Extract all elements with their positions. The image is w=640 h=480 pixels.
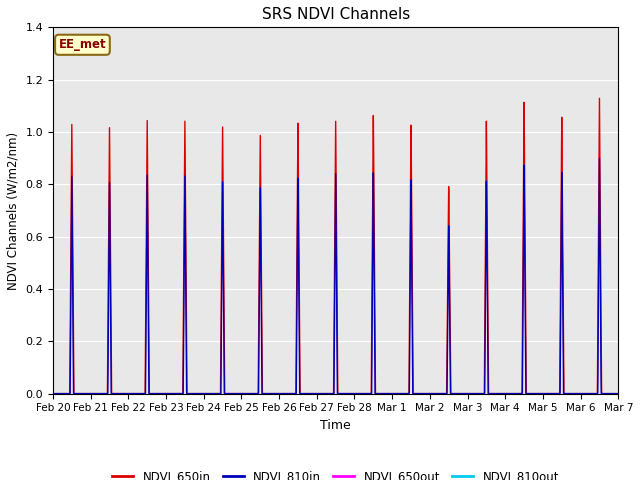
NDVI_650in [614, 391, 622, 396]
NDVI_810in [164, 391, 172, 396]
NDVI_650in [260, 391, 268, 396]
NDVI_810in [494, 391, 502, 396]
NDVI_810in [49, 391, 57, 396]
NDVI_810in [170, 391, 178, 396]
Title: SRS NDVI Channels: SRS NDVI Channels [262, 7, 410, 22]
NDVI_650in [170, 391, 178, 396]
NDVI_810in [596, 156, 604, 161]
Legend: NDVI_650in, NDVI_810in, NDVI_650out, NDVI_810out: NDVI_650in, NDVI_810in, NDVI_650out, NDV… [108, 466, 564, 480]
Y-axis label: NDVI Channels (W/m2/nm): NDVI Channels (W/m2/nm) [7, 132, 20, 289]
NDVI_650in [164, 391, 172, 396]
NDVI_810in [414, 391, 422, 396]
NDVI_810in [612, 391, 620, 396]
NDVI_650in [49, 391, 57, 396]
NDVI_650in [596, 96, 604, 101]
NDVI_650in [494, 391, 502, 396]
NDVI_810in [260, 391, 268, 396]
Text: EE_met: EE_met [59, 38, 106, 51]
NDVI_650in [414, 391, 422, 396]
NDVI_810in [614, 391, 622, 396]
Line: NDVI_650in: NDVI_650in [53, 98, 618, 394]
Line: NDVI_810in: NDVI_810in [53, 158, 618, 394]
X-axis label: Time: Time [320, 419, 351, 432]
NDVI_650in [612, 391, 620, 396]
